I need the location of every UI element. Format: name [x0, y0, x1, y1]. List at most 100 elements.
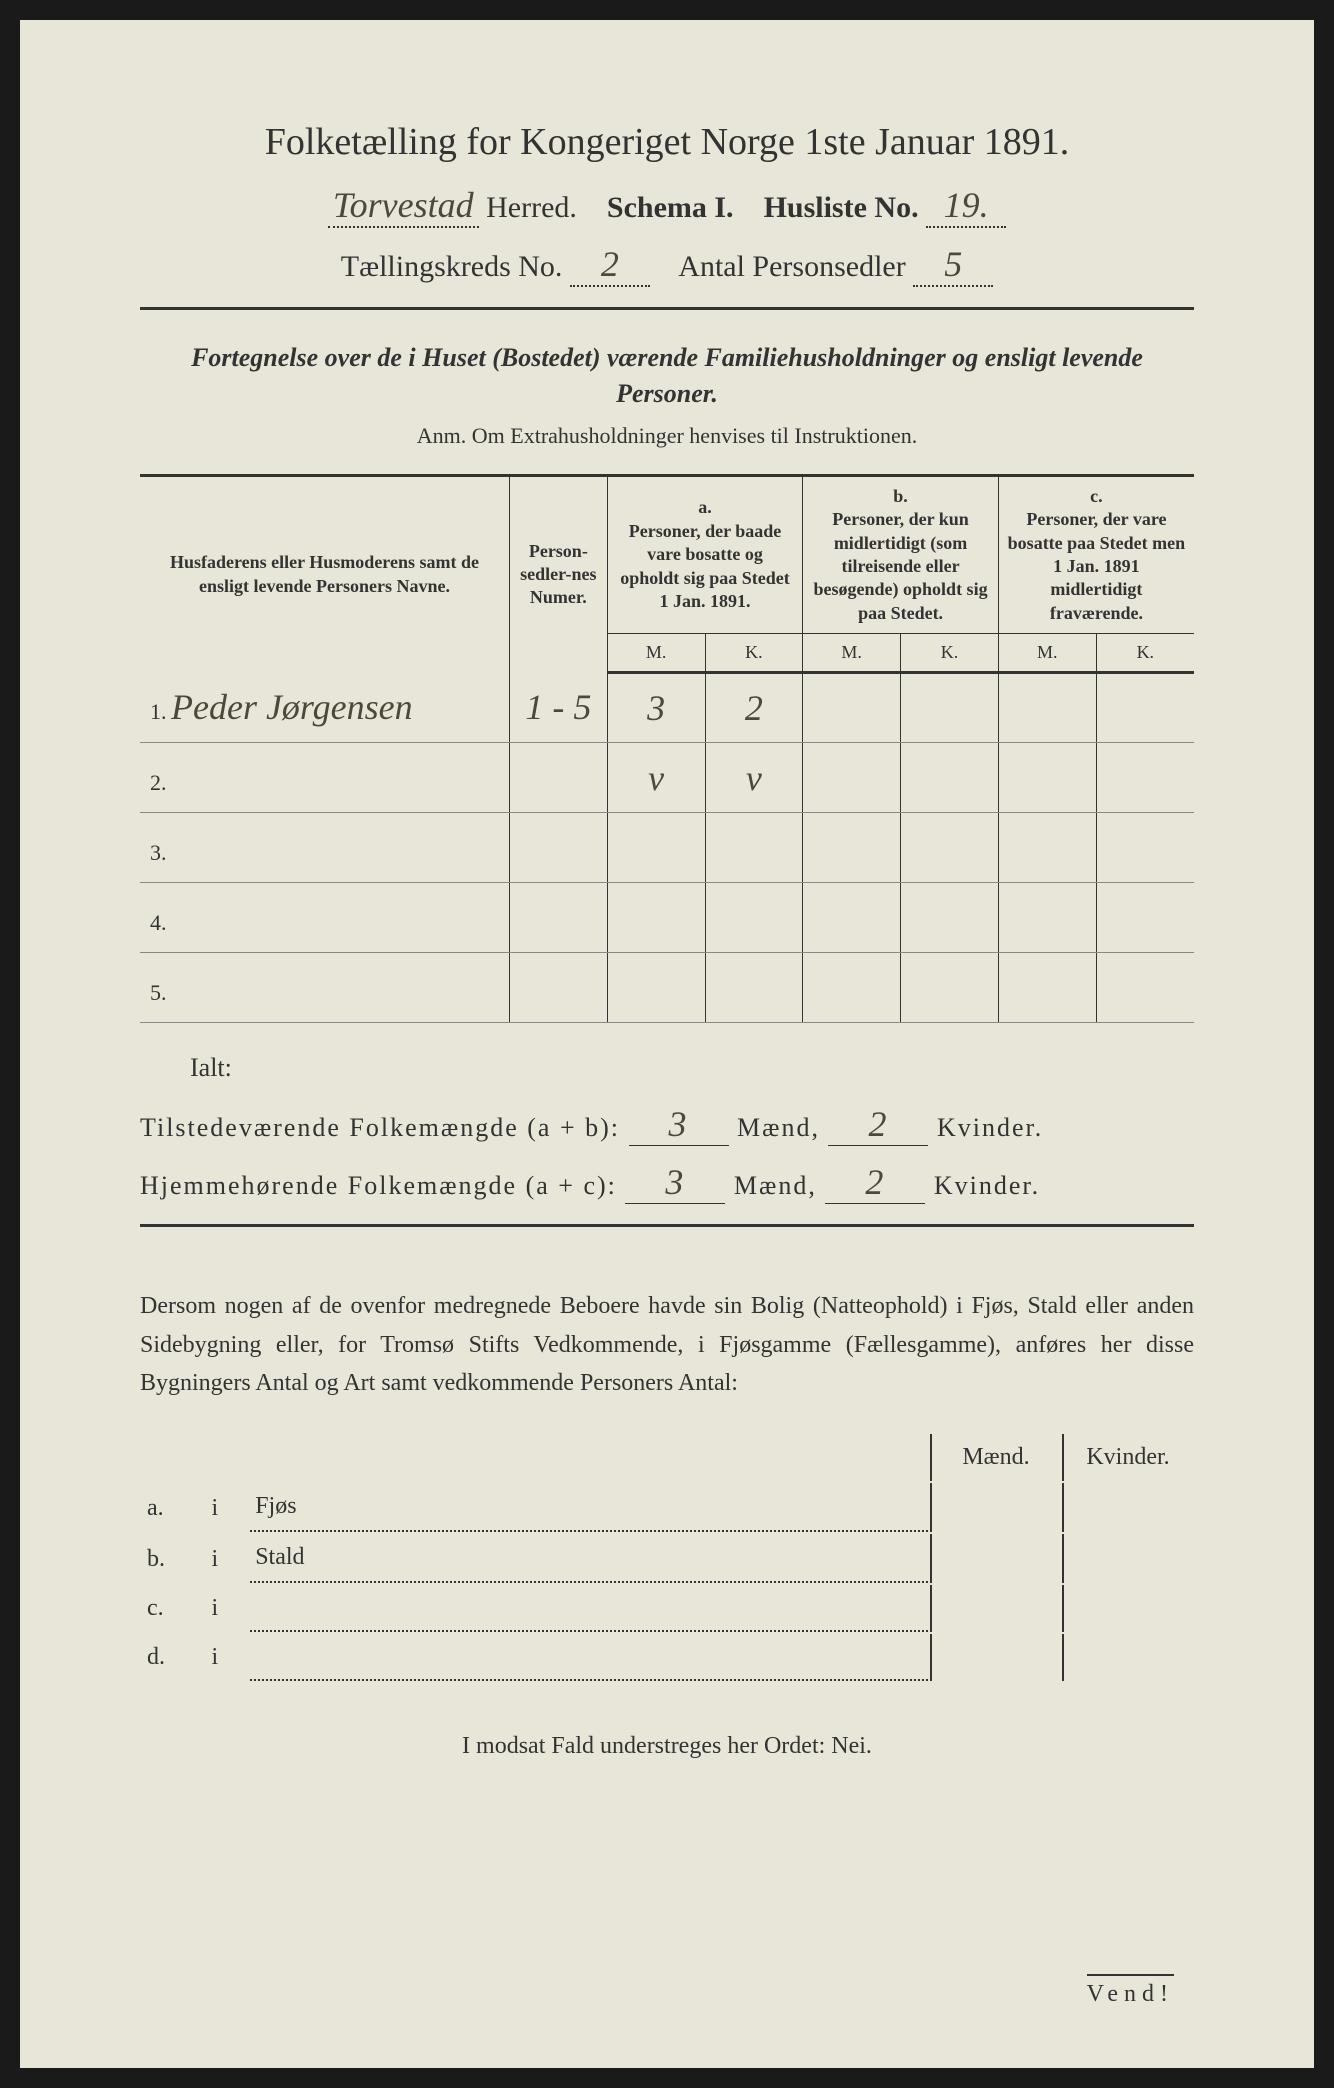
cell-cm	[998, 743, 1096, 813]
divider	[140, 307, 1194, 310]
cell-bm	[803, 673, 901, 743]
paragraph: Dersom nogen af de ovenfor medregnede Be…	[140, 1287, 1194, 1402]
table-row-name: 1. Peder Jørgensen	[140, 673, 509, 743]
schema-label: Schema I.	[607, 191, 734, 224]
sub-i: i	[207, 1483, 249, 1532]
table-row-name: 2.	[140, 743, 509, 813]
antal-label: Antal Personsedler	[678, 250, 905, 283]
taellingskreds-value: 2	[570, 243, 650, 287]
col-c-text: Personer, der vare bosatte paa Stedet me…	[1008, 509, 1186, 623]
col-c-header: c. Personer, der vare bosatte paa Stedet…	[998, 475, 1194, 633]
summary-line-1: Tilstedeværende Folkemængde (a + b): 3 M…	[140, 1103, 1194, 1146]
cell-am	[607, 813, 705, 883]
mk-bm: M.	[803, 634, 901, 673]
col1-header-text: Husfaderens eller Husmoderens samt de en…	[170, 552, 479, 595]
husliste-label: Husliste No.	[764, 191, 919, 224]
cell-bk	[901, 673, 999, 743]
col-b-label: b.	[893, 486, 908, 506]
sub-maend-header: Mænd.	[930, 1434, 1060, 1481]
sub-letter: d.	[142, 1634, 205, 1681]
table-row-name: 5.	[140, 953, 509, 1023]
summary2-k: 2	[825, 1161, 925, 1204]
ialt-label: Ialt:	[190, 1053, 1194, 1083]
maend-label-2: Mænd,	[734, 1171, 817, 1200]
taellingskreds-label: Tællingskreds No.	[341, 250, 563, 283]
cell-bm	[803, 953, 901, 1023]
herred-label: Herred.	[486, 191, 577, 224]
summary1-m: 3	[629, 1103, 729, 1146]
cell-bk	[901, 813, 999, 883]
sub-label	[250, 1634, 928, 1681]
sub-table: Mænd. Kvinder. a.iFjøsb.iStaldc.id.i	[140, 1432, 1194, 1683]
sub-kvinder-header: Kvinder.	[1062, 1434, 1192, 1481]
cell-ak	[705, 883, 803, 953]
cell-am: v	[607, 743, 705, 813]
sub-label: Fjøs	[250, 1483, 928, 1532]
col-b-text: Personer, der kun midlertidigt (som tilr…	[814, 509, 988, 623]
cell-bk	[901, 883, 999, 953]
col1-header: Husfaderens eller Husmoderens samt de en…	[140, 475, 509, 672]
cell-sedler	[509, 953, 607, 1023]
cell-ck	[1096, 883, 1194, 953]
summary2-label: Hjemmehørende Folkemængde (a + c):	[140, 1171, 617, 1200]
cell-ck	[1096, 813, 1194, 883]
section-heading: Fortegnelse over de i Huset (Bostedet) v…	[140, 340, 1194, 413]
cell-cm	[998, 883, 1096, 953]
cell-ck	[1096, 673, 1194, 743]
vend-label: Vend!	[1087, 1974, 1174, 2008]
cell-ak: 2	[705, 673, 803, 743]
cell-cm	[998, 813, 1096, 883]
sub-label	[250, 1585, 928, 1632]
census-form-page: Folketælling for Kongeriget Norge 1ste J…	[20, 20, 1314, 2068]
cell-cm	[998, 953, 1096, 1023]
cell-sedler: 1 - 5	[509, 673, 607, 743]
divider-2	[140, 1224, 1194, 1227]
cell-sedler	[509, 883, 607, 953]
sub-k	[1062, 1534, 1192, 1583]
mk-ck: K.	[1096, 634, 1194, 673]
antal-value: 5	[913, 243, 993, 287]
summary1-k: 2	[828, 1103, 928, 1146]
sub-m	[930, 1534, 1060, 1583]
header-line-2: Tællingskreds No. 2 Antal Personsedler 5	[140, 243, 1194, 287]
sub-k	[1062, 1585, 1192, 1632]
sub-letter: c.	[142, 1585, 205, 1632]
husliste-value: 19.	[926, 184, 1006, 228]
sub-i: i	[207, 1534, 249, 1583]
sub-letter: a.	[142, 1483, 205, 1532]
summary1-label: Tilstedeværende Folkemængde (a + b):	[140, 1113, 620, 1142]
cell-am	[607, 953, 705, 1023]
mk-am: M.	[607, 634, 705, 673]
sub-i: i	[207, 1585, 249, 1632]
cell-am: 3	[607, 673, 705, 743]
cell-cm	[998, 673, 1096, 743]
col2-header: Person-sedler-nes Numer.	[509, 475, 607, 672]
cell-bm	[803, 743, 901, 813]
cell-sedler	[509, 813, 607, 883]
sub-k	[1062, 1634, 1192, 1681]
header-line-1: Torvestad Herred. Schema I. Husliste No.…	[140, 184, 1194, 228]
cell-bk	[901, 953, 999, 1023]
sub-i: i	[207, 1634, 249, 1681]
kvinder-label-1: Kvinder.	[937, 1113, 1043, 1142]
anm-note: Anm. Om Extrahusholdninger henvises til …	[140, 423, 1194, 449]
col-a-header: a. Personer, der baade vare bosatte og o…	[607, 475, 803, 633]
table-row-name: 3.	[140, 813, 509, 883]
col-c-label: c.	[1090, 486, 1103, 506]
mk-ak: K.	[705, 634, 803, 673]
cell-bm	[803, 813, 901, 883]
mk-cm: M.	[998, 634, 1096, 673]
cell-am	[607, 883, 705, 953]
cell-bm	[803, 883, 901, 953]
sub-m	[930, 1483, 1060, 1532]
col-b-header: b. Personer, der kun midlertidigt (som t…	[803, 475, 999, 633]
cell-sedler	[509, 743, 607, 813]
mk-bk: K.	[901, 634, 999, 673]
main-table: Husfaderens eller Husmoderens samt de en…	[140, 474, 1194, 1023]
kvinder-label-2: Kvinder.	[934, 1171, 1040, 1200]
sub-letter: b.	[142, 1534, 205, 1583]
col-a-text: Personer, der baade vare bosatte og opho…	[620, 521, 790, 611]
page-title: Folketælling for Kongeriget Norge 1ste J…	[140, 120, 1194, 164]
summary2-m: 3	[625, 1161, 725, 1204]
cell-ck	[1096, 743, 1194, 813]
